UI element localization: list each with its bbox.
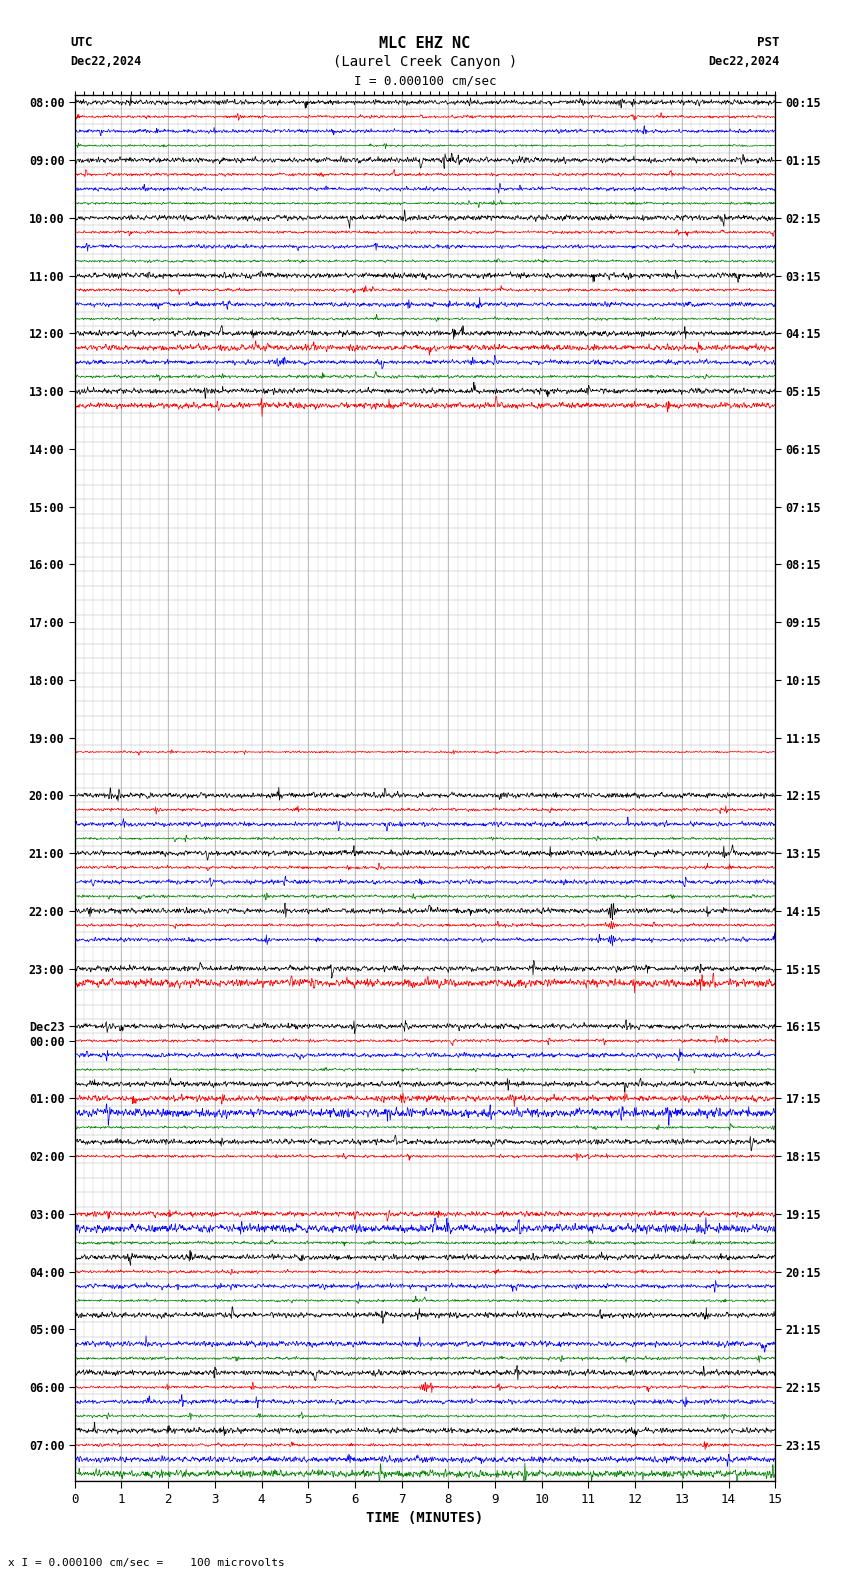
Text: x I = 0.000100 cm/sec =    100 microvolts: x I = 0.000100 cm/sec = 100 microvolts [8,1559,286,1568]
Text: Dec22,2024: Dec22,2024 [71,55,142,68]
Text: (Laurel Creek Canyon ): (Laurel Creek Canyon ) [333,55,517,70]
Text: Dec22,2024: Dec22,2024 [708,55,779,68]
Text: MLC EHZ NC: MLC EHZ NC [379,36,471,51]
Text: I = 0.000100 cm/sec: I = 0.000100 cm/sec [354,74,496,87]
Text: UTC: UTC [71,36,93,49]
Text: PST: PST [757,36,779,49]
X-axis label: TIME (MINUTES): TIME (MINUTES) [366,1511,484,1525]
